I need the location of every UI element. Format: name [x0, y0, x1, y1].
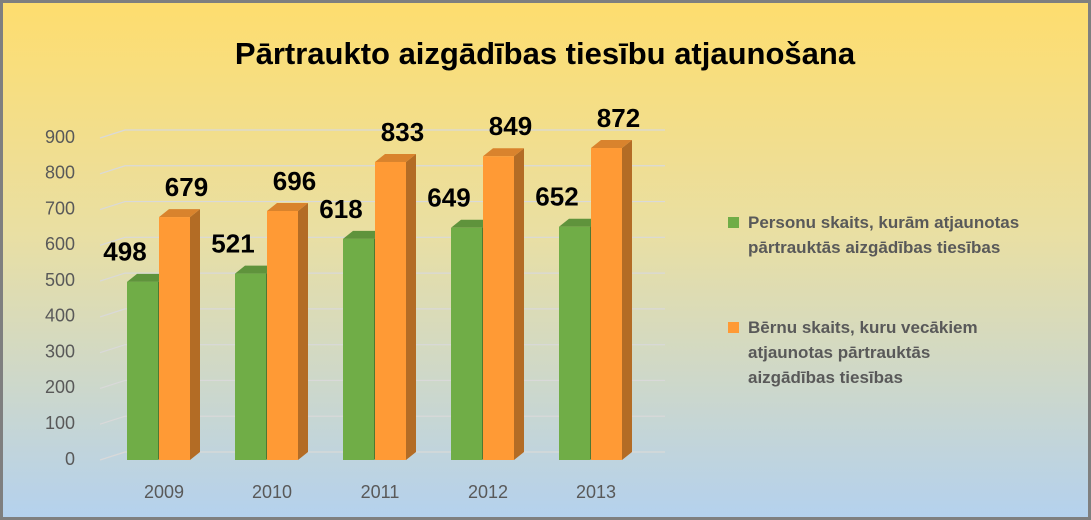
y-tick-label: 300	[45, 341, 75, 361]
bar-top	[591, 140, 632, 149]
x-tick-label: 2011	[361, 482, 400, 502]
y-tick-label: 800	[45, 163, 75, 183]
y-tick-label: 0	[65, 449, 75, 469]
data-label: 696	[273, 166, 316, 196]
y-tick-label: 900	[45, 127, 75, 147]
bar-front	[451, 227, 482, 460]
bar-side	[406, 153, 416, 460]
x-tick-label: 2012	[468, 482, 508, 502]
x-tick-label: 2009	[144, 482, 184, 502]
bar	[159, 209, 200, 460]
bar-side	[622, 140, 632, 461]
data-label: 849	[489, 111, 532, 141]
bar-top	[343, 230, 384, 239]
bar-front	[375, 161, 406, 460]
bar	[267, 202, 308, 460]
y-tick-label: 500	[45, 270, 75, 290]
legend-swatch	[728, 217, 739, 228]
data-label: 521	[211, 228, 254, 258]
bar	[375, 153, 416, 460]
y-tick-label: 700	[45, 198, 75, 218]
bar-top	[483, 148, 524, 157]
bar-front	[559, 226, 590, 460]
bar-front	[343, 238, 374, 460]
y-tick-label: 600	[45, 234, 75, 254]
y-tick-label: 100	[45, 413, 75, 433]
bar-top	[127, 273, 168, 282]
x-tick-label: 2013	[576, 482, 616, 502]
bar-front	[483, 156, 514, 460]
bar-front	[159, 217, 190, 460]
data-label: 498	[103, 237, 146, 267]
data-label: 618	[319, 194, 362, 224]
data-label: 833	[381, 117, 424, 147]
legend-swatch	[728, 322, 739, 333]
bar-side	[298, 202, 308, 460]
data-label: 679	[165, 172, 208, 202]
bar-front	[591, 148, 622, 461]
bar-front	[267, 210, 298, 460]
bar-front	[235, 273, 266, 460]
bar-top	[559, 218, 600, 227]
y-tick-label: 200	[45, 377, 75, 397]
legend-label: Personu skaits, kurām atjaunotas pārtrau…	[748, 213, 1020, 257]
bar-top	[451, 219, 492, 228]
bar-top	[375, 153, 416, 162]
data-label: 649	[427, 183, 470, 213]
legend-item: Bērnu skaits, kuru vecākiem atjaunotas p…	[728, 315, 988, 390]
bar-side	[190, 209, 200, 460]
x-tick-label: 2010	[252, 482, 292, 502]
bar-top	[235, 265, 276, 274]
legend-label: Bērnu skaits, kuru vecākiem atjaunotas p…	[748, 318, 978, 387]
data-label: 872	[597, 103, 640, 133]
bar-top	[159, 209, 200, 218]
chart-title: Pārtraukto aizgādības tiesību atjaunošan…	[235, 36, 856, 71]
bar	[591, 140, 632, 461]
y-tick-label: 400	[45, 306, 75, 326]
grid-line	[99, 129, 665, 139]
bar-top	[267, 202, 308, 211]
bar-front	[127, 281, 158, 460]
bar	[483, 148, 524, 460]
data-label: 652	[535, 182, 578, 212]
bar-side	[514, 148, 524, 460]
legend-item: Personu skaits, kurām atjaunotas pārtrau…	[728, 210, 1068, 260]
